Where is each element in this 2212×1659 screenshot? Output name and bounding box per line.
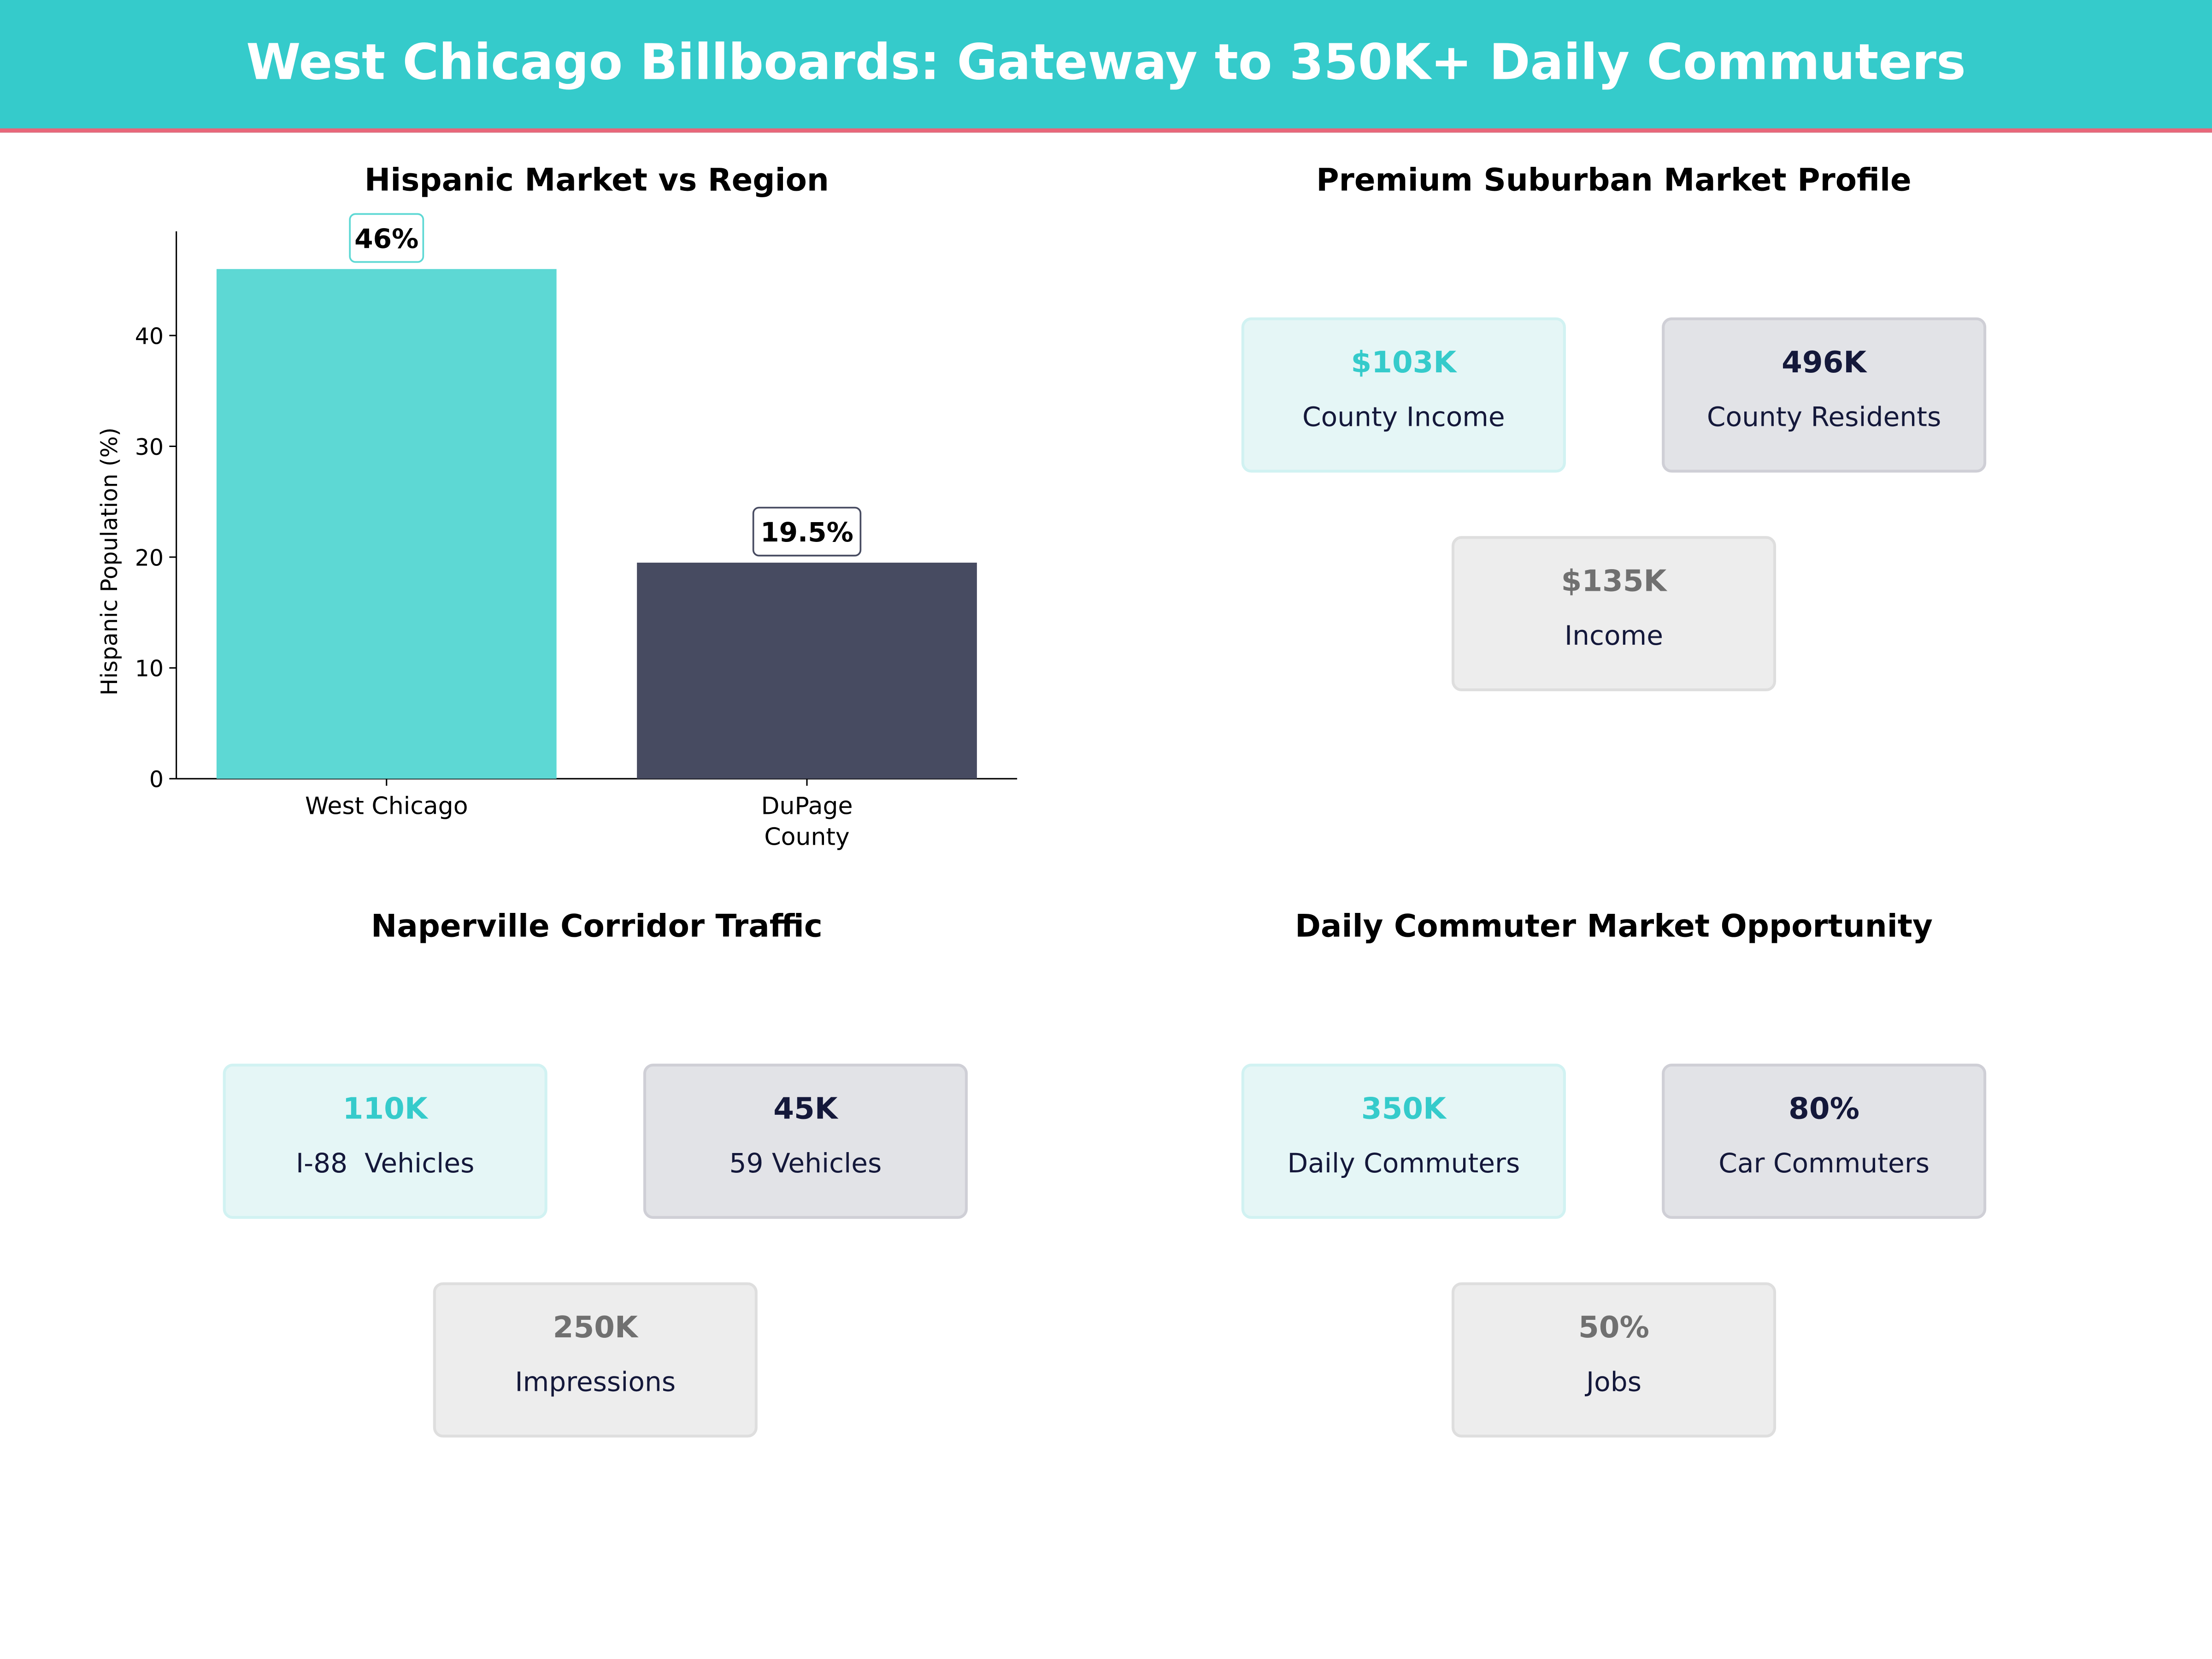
panel-title-market-profile: Premium Suburban Market Profile [1316, 164, 1912, 199]
stat-card-county-residents: 496K County Residents [1662, 317, 1987, 473]
stat-value: 496K [1782, 345, 1867, 380]
stat-value: 350K [1361, 1092, 1446, 1126]
bar-1 [637, 562, 977, 779]
stat-label: 59 Vehicles [729, 1148, 882, 1180]
header-banner: West Chicago Billboards: Gateway to 350K… [0, 0, 2212, 133]
stat-card-income: $135K Income [1451, 536, 1777, 691]
stat-card-county-income: $103K County Income [1241, 317, 1566, 473]
x-tick-label: West Chicago [305, 792, 468, 820]
stat-card-car-commuters: 80% Car Commuters [1662, 1064, 1987, 1219]
y-tick-label: 20 [135, 545, 164, 571]
y-tick-label: 0 [149, 766, 164, 793]
stat-value: 50% [1578, 1310, 1649, 1345]
stat-label: Impressions [515, 1367, 676, 1398]
stat-card-i88-vehicles: 110K I-88 Vehicles [223, 1064, 547, 1219]
x-tick-label: DuPage County [761, 792, 853, 851]
panel-title-commuter-opportunity: Daily Commuter Market Opportunity [1295, 910, 1933, 946]
y-tick-label: 40 [135, 323, 164, 349]
stat-label: Daily Commuters [1287, 1148, 1520, 1180]
hispanic-bar-chart: 0 10 20 30 40 Hispanic Population (%) West Chi… [96, 213, 1018, 851]
stat-card-59-vehicles: 45K 59 Vehicles [643, 1064, 968, 1219]
stat-label: I-88 Vehicles [295, 1148, 475, 1180]
bar-0 [216, 269, 557, 779]
stat-value: $135K [1561, 564, 1667, 598]
y-tick-label: 30 [135, 434, 164, 460]
stat-label: County Residents [1706, 402, 1941, 433]
data-label: 46% [354, 223, 418, 254]
data-label-box [752, 506, 862, 557]
stat-card-daily-commuters: 350K Daily Commuters [1241, 1064, 1566, 1219]
stat-label: Car Commuters [1718, 1148, 1930, 1180]
stat-label: Income [1564, 620, 1664, 652]
stat-card-jobs: 50% Jobs [1451, 1282, 1777, 1438]
page-title: West Chicago Billboards: Gateway to 350K… [246, 35, 1966, 92]
y-tick-label: 10 [135, 656, 164, 682]
stat-card-impressions: 250K Impressions [433, 1282, 758, 1438]
stat-value: 250K [553, 1310, 638, 1345]
stat-label: County Income [1302, 402, 1505, 433]
stat-value: 45K [773, 1092, 838, 1126]
chart-title: Hispanic Market vs Region [364, 164, 829, 199]
panel-title-corridor-traffic: Naperville Corridor Traffic [371, 910, 823, 946]
stat-value: $103K [1351, 345, 1457, 380]
stat-label: Jobs [1586, 1367, 1641, 1398]
stat-value: 80% [1788, 1092, 1860, 1126]
data-label-box [349, 213, 424, 263]
y-axis-label: Hispanic Population (%) [96, 427, 123, 695]
stat-value: 110K [342, 1092, 428, 1126]
data-label: 19.5% [760, 517, 853, 548]
